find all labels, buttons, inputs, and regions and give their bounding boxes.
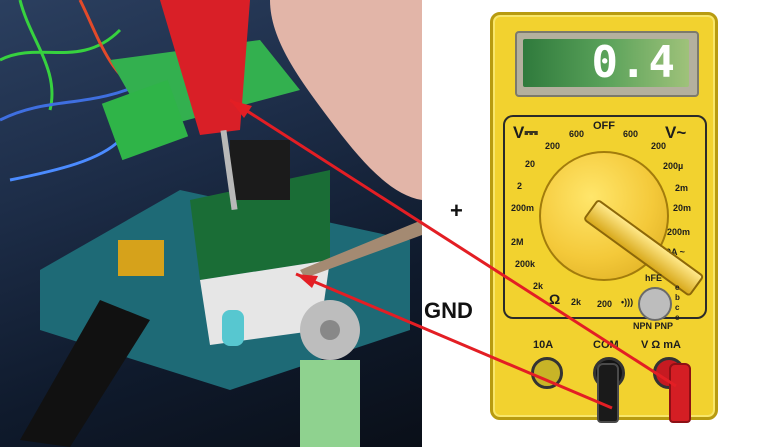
plus-annotation: + xyxy=(450,198,463,223)
transistor-type-label: NPN PNP xyxy=(633,321,674,331)
dc-range-200m: 200m xyxy=(511,203,535,213)
lcd-display: 0.4 xyxy=(515,31,699,97)
res-range-2k-b: 2k xyxy=(571,297,582,307)
ac-range-600: 600 xyxy=(623,129,639,139)
current-range-200m: 200m xyxy=(667,227,691,237)
ac-volts-label: V~ xyxy=(665,123,687,142)
off-label: OFF xyxy=(593,120,615,132)
black-probe-plug xyxy=(597,363,619,423)
current-range-200u: 200µ xyxy=(663,161,684,171)
ac-range-200: 200 xyxy=(651,141,667,151)
transistor-pin-e2: e xyxy=(675,313,680,322)
hfe-label: hFE xyxy=(645,273,662,283)
jack-label-v-ohm-ma: V Ω mA xyxy=(641,339,681,351)
lcd-screen: 0.4 xyxy=(523,39,689,87)
ohm-label: Ω xyxy=(549,291,561,307)
res-range-2M: 2M xyxy=(511,237,524,247)
transistor-pin-e1: e xyxy=(675,283,680,292)
continuity-label: •))) xyxy=(621,297,634,307)
dc-range-200: 200 xyxy=(545,141,561,151)
transistor-pin-b: b xyxy=(675,293,680,302)
gnd-annotation: GND xyxy=(424,298,473,323)
current-range-2m: 2m xyxy=(675,183,689,193)
red-probe-plug xyxy=(669,363,691,423)
dc-range-2: 2 xyxy=(517,181,523,191)
rotary-selector-dial[interactable] xyxy=(539,151,705,298)
dc-range-20: 20 xyxy=(525,159,536,169)
transistor-pin-c: c xyxy=(675,303,680,312)
dc-volts-label: V⎓ xyxy=(513,123,538,142)
current-range-20m: 20m xyxy=(673,203,692,213)
res-range-2k-a: 2k xyxy=(533,281,544,291)
jack-label-com: COM xyxy=(593,339,619,351)
transistor-socket xyxy=(638,287,672,321)
jack-10a[interactable] xyxy=(531,357,563,389)
jack-label-10a: 10A xyxy=(533,339,554,351)
display-value: 0.4 xyxy=(591,37,677,88)
dc-range-600: 600 xyxy=(569,129,585,139)
board-illustration xyxy=(0,0,422,447)
stepper-driver-photo xyxy=(0,0,422,447)
multimeter: 0.4 V⎓ V~ OFF 600 200 20 2 200m 600 200 … xyxy=(490,12,718,423)
res-range-200k: 200k xyxy=(515,259,536,269)
res-range-200: 200 xyxy=(597,299,613,309)
